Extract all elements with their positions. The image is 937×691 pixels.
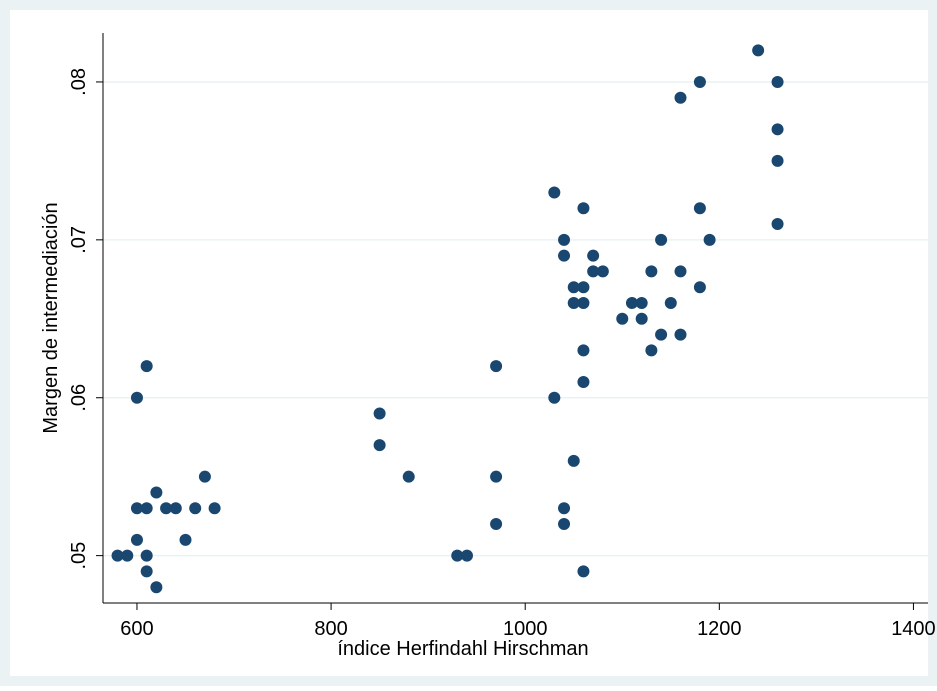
- point: [567, 297, 580, 309]
- point: [558, 502, 571, 515]
- point: [693, 202, 706, 215]
- point: [635, 312, 648, 325]
- point: [577, 281, 590, 294]
- x-axis-title: índice Herfindahl Hirschman: [337, 638, 588, 660]
- point: [645, 344, 658, 357]
- point: [150, 486, 163, 499]
- y-axis-title: Margen de intermediación: [40, 202, 62, 433]
- y-tick-label: .08: [68, 68, 90, 96]
- point: [771, 75, 784, 88]
- point: [140, 502, 153, 515]
- point: [577, 202, 590, 215]
- point: [693, 75, 706, 88]
- point: [674, 91, 687, 104]
- point: [664, 297, 677, 309]
- x-tick-label: 1200: [697, 618, 742, 640]
- point: [140, 549, 153, 562]
- point: [198, 470, 211, 483]
- point: [373, 439, 386, 452]
- point: [548, 186, 561, 199]
- point: [674, 328, 687, 341]
- point: [771, 123, 784, 136]
- point: [150, 581, 163, 594]
- x-tick-label: 1400: [891, 618, 936, 640]
- point: [558, 249, 571, 262]
- point: [635, 297, 648, 309]
- point: [169, 502, 182, 515]
- point: [577, 297, 590, 309]
- point: [130, 533, 143, 546]
- point: [402, 470, 415, 483]
- point: [577, 375, 590, 388]
- point: [577, 565, 590, 578]
- point: [111, 549, 124, 562]
- point: [130, 391, 143, 404]
- point: [490, 518, 503, 531]
- plot-region: [10, 10, 928, 676]
- point: [558, 518, 571, 531]
- point: [645, 265, 658, 278]
- point: [179, 533, 192, 546]
- point: [577, 344, 590, 357]
- point: [674, 265, 687, 278]
- point: [140, 565, 153, 578]
- point: [587, 249, 600, 262]
- point: [616, 312, 629, 325]
- y-tick-label: .07: [68, 226, 90, 254]
- point: [130, 502, 143, 515]
- point: [121, 549, 134, 562]
- point: [460, 549, 473, 562]
- point: [596, 265, 609, 278]
- point: [548, 391, 561, 404]
- point: [625, 297, 638, 309]
- point: [567, 454, 580, 467]
- x-tick-label: 1000: [503, 618, 548, 640]
- point: [771, 154, 784, 167]
- x-tick-label: 600: [120, 618, 153, 640]
- y-tick-label: .05: [68, 542, 90, 570]
- point: [160, 502, 173, 515]
- point: [373, 407, 386, 420]
- y-tick-label: .06: [68, 384, 90, 412]
- point: [490, 470, 503, 483]
- point: [655, 233, 668, 246]
- point: [451, 549, 464, 562]
- point: [567, 281, 580, 294]
- point: [140, 360, 153, 373]
- point: [587, 265, 600, 278]
- point: [752, 44, 765, 57]
- point: [693, 281, 706, 294]
- point: [208, 502, 221, 515]
- point: [771, 218, 784, 231]
- point: [655, 328, 668, 341]
- point: [558, 233, 571, 246]
- point: [189, 502, 202, 515]
- point: [490, 360, 503, 373]
- point: [703, 233, 716, 246]
- x-tick-label: 800: [314, 618, 347, 640]
